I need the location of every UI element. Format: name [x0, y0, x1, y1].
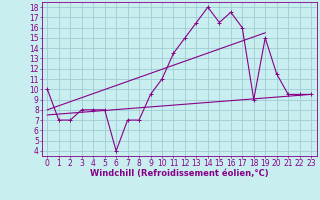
- X-axis label: Windchill (Refroidissement éolien,°C): Windchill (Refroidissement éolien,°C): [90, 169, 268, 178]
